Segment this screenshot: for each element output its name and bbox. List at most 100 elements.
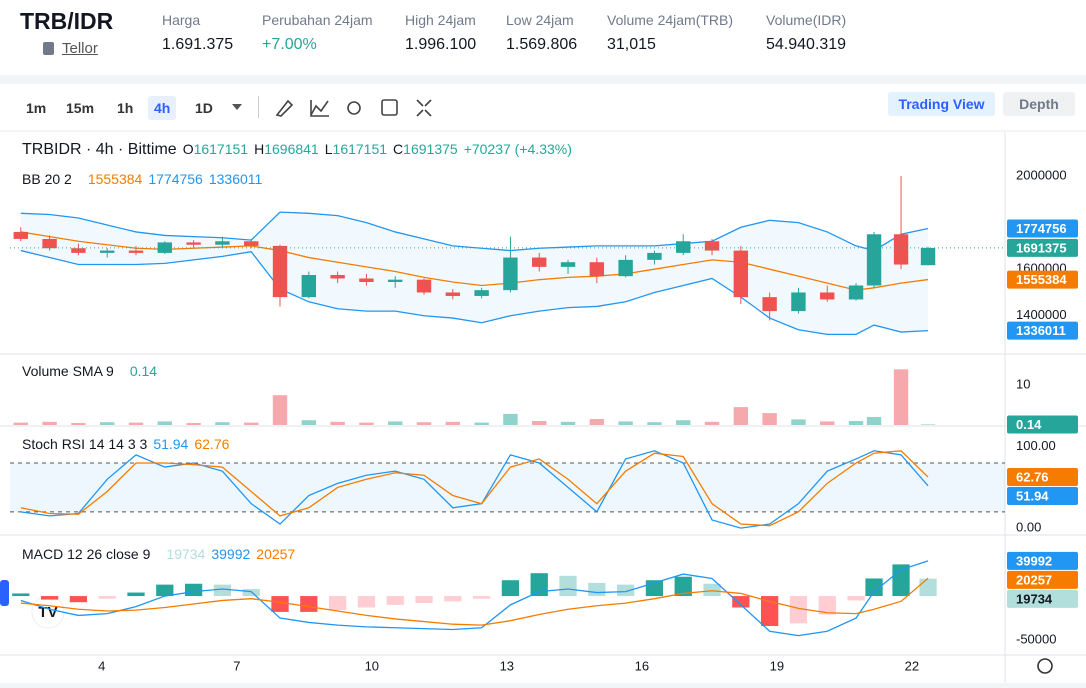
ohlc-label: L xyxy=(324,141,333,157)
histogram-bar xyxy=(847,596,865,601)
x-tick-label: 19 xyxy=(770,658,784,673)
indicator-name: BB 20 2 xyxy=(22,171,72,187)
histogram-bar xyxy=(300,596,318,612)
coin-link[interactable]: Tellor xyxy=(62,40,98,57)
volume-bar xyxy=(647,422,662,425)
volume-bar xyxy=(100,422,115,425)
histogram-bar xyxy=(501,580,520,597)
indicator-icon[interactable] xyxy=(310,100,329,117)
histogram-bar xyxy=(184,583,203,597)
price-badge-label: 19734 xyxy=(1016,591,1053,606)
candle-body xyxy=(503,257,518,291)
ohlc-label: C xyxy=(393,141,404,157)
histogram-bar xyxy=(703,583,721,597)
interval-button[interactable]: 1h xyxy=(117,100,134,116)
candle-body xyxy=(128,250,144,253)
histogram-bar xyxy=(127,592,145,597)
volume-bar xyxy=(330,421,345,425)
histogram-bar xyxy=(415,596,433,604)
volume-bar xyxy=(215,422,230,425)
histogram-bar xyxy=(760,596,779,626)
indicator-value: 1774756 xyxy=(148,171,203,187)
candle-body xyxy=(560,262,576,267)
header: TRB/IDR Tellor Harga 1.691.375 Perubahan 2… xyxy=(0,0,1086,75)
view-button[interactable]: Trading View xyxy=(888,92,995,116)
indicator-line xyxy=(20,450,929,527)
stat-value: 1.569.806 xyxy=(506,36,578,53)
side-tab[interactable] xyxy=(0,580,9,606)
legend: Stoch RSI 14 14 3 3 51.94 62.76 xyxy=(22,436,235,452)
caret[interactable] xyxy=(230,100,244,114)
draw-icon[interactable] xyxy=(275,99,294,117)
interval-button[interactable]: 15m xyxy=(66,100,95,116)
ohlc-label: H xyxy=(254,141,265,157)
candle-body xyxy=(893,234,909,265)
x-tick-label: 16 xyxy=(635,658,649,673)
interval-button[interactable]: 1m xyxy=(26,100,47,116)
candle-body xyxy=(704,241,720,251)
volume-bar xyxy=(359,422,374,425)
save-icon[interactable] xyxy=(381,99,398,116)
settings-button[interactable] xyxy=(1037,658,1053,674)
indicator-line xyxy=(20,560,929,637)
volume-bar xyxy=(186,423,201,425)
candle-body xyxy=(359,278,374,282)
histogram-bar xyxy=(674,576,692,597)
change: +70237 (+4.33%) xyxy=(463,141,572,157)
candle-body xyxy=(215,241,230,245)
stat-label: Perubahan 24jam xyxy=(262,12,373,28)
x-tick-label: 22 xyxy=(905,658,919,673)
interval-button[interactable]: 4h xyxy=(148,96,177,120)
volume-bar xyxy=(42,421,57,425)
volume-bar xyxy=(866,417,882,425)
histogram-bar xyxy=(12,593,30,597)
volume-bar xyxy=(503,413,518,425)
legend-title: MACD 12 26 close 9 xyxy=(22,546,151,562)
price-badge-label: 39992 xyxy=(1016,553,1052,568)
interval-button[interactable]: 1D xyxy=(195,100,213,116)
settings-icon[interactable] xyxy=(347,101,361,115)
stat-label: Volume(IDR) xyxy=(766,12,847,28)
indicator-line xyxy=(20,577,929,626)
candle-body xyxy=(920,247,936,266)
histogram-bar xyxy=(530,573,548,597)
candle-body xyxy=(589,262,605,277)
histogram-bar xyxy=(386,596,404,605)
volume-bar xyxy=(13,422,29,425)
stat-label: Volume 24jam(TRB) xyxy=(607,12,734,28)
legend-value: 0.14 xyxy=(129,363,158,379)
candle-body xyxy=(330,275,345,279)
ohlc-value: 1617151 xyxy=(332,141,388,157)
histogram-bar xyxy=(357,596,376,608)
y-tick-label: 2000000 xyxy=(1016,168,1067,183)
histogram-bar xyxy=(156,584,174,597)
candle-body xyxy=(848,285,864,300)
candle-body xyxy=(733,250,749,298)
price-badge xyxy=(1007,238,1078,257)
volume-bar xyxy=(704,421,720,425)
candle-body xyxy=(532,257,547,267)
x-tick-label: 10 xyxy=(365,658,379,673)
volume-bar xyxy=(560,421,576,425)
volume-bar xyxy=(532,421,547,425)
fullscreen-icon[interactable] xyxy=(416,99,432,117)
histogram-bar xyxy=(472,596,491,599)
histogram-bar xyxy=(40,596,59,600)
indicator-line xyxy=(20,211,929,252)
legend-value: 39992 xyxy=(211,546,251,562)
divider xyxy=(258,96,259,118)
volume-bar xyxy=(762,413,777,425)
candle-body xyxy=(71,248,86,253)
indicator-value: 1555384 xyxy=(87,171,143,187)
price-badge xyxy=(1007,219,1078,238)
volume-bar xyxy=(893,369,909,425)
indicator-value: 1336011 xyxy=(208,171,263,187)
price-badge-label: 62.76 xyxy=(1016,469,1049,484)
ohlc-value: 1691375 xyxy=(403,141,458,157)
y-tick-label: 1400000 xyxy=(1016,307,1067,322)
tool-icons xyxy=(275,99,432,117)
view-button[interactable]: Depth xyxy=(1003,92,1075,116)
candle-body xyxy=(647,252,662,260)
svg-text:TV: TV xyxy=(38,604,57,621)
